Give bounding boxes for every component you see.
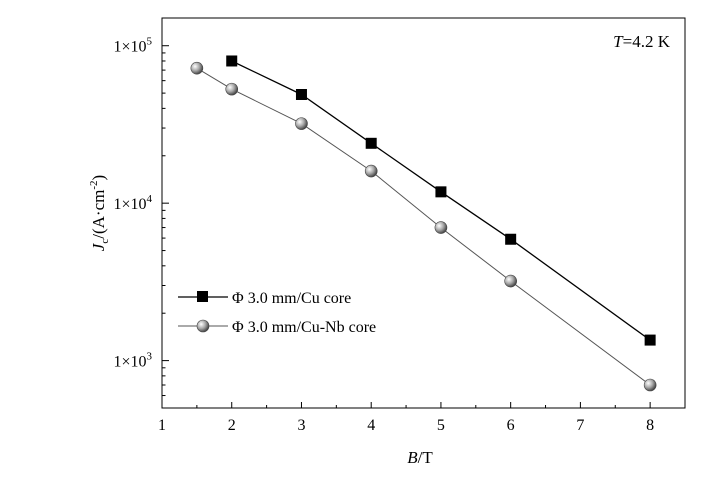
x-tick-label: 4 — [367, 417, 375, 434]
data-point — [644, 334, 656, 346]
data-point — [365, 137, 377, 149]
x-tick-label: 7 — [576, 417, 584, 434]
plot-frame — [161, 17, 686, 409]
legend-entry-cu-core: Φ 3.0 mm/Cu core — [178, 290, 351, 307]
data-point — [643, 378, 657, 392]
x-tick-label: 6 — [507, 417, 515, 434]
x-tick-label: 1 — [158, 417, 166, 434]
legend-entry-cu-nb-core: Φ 3.0 mm/Cu-Nb core — [178, 319, 376, 336]
series-2 — [190, 61, 657, 392]
series-line — [196, 67, 651, 386]
legend-marker-cu-nb-core — [196, 319, 210, 333]
data-point — [504, 274, 517, 288]
x-tick-label: 3 — [297, 417, 305, 434]
temperature-annotation: T=4.2 K — [613, 32, 671, 51]
legend-label-cu-nb-core: Φ 3.0 mm/Cu-Nb core — [232, 319, 376, 336]
data-point — [435, 186, 447, 198]
series-line — [231, 60, 651, 341]
y-tick-label: 1×103 — [113, 351, 152, 371]
x-tick-label: 2 — [228, 417, 236, 434]
series-layer — [190, 55, 657, 392]
y-tick-label: 1×104 — [113, 193, 152, 213]
y-tick-label: 1×105 — [113, 36, 152, 56]
data-point — [295, 88, 307, 100]
data-point — [364, 164, 378, 178]
x-axis: 1 2 3 4 5 6 7 8 — [158, 402, 654, 434]
series-1 — [226, 55, 656, 346]
data-point — [505, 233, 517, 245]
legend-marker-cu-core — [197, 291, 208, 302]
x-axis-label: B/T — [407, 448, 433, 467]
x-tick-label: 5 — [437, 417, 445, 434]
legend-label-cu-core: Φ 3.0 mm/Cu core — [232, 290, 351, 307]
x-tick-label: 8 — [646, 417, 654, 434]
data-point — [225, 82, 239, 96]
data-point — [434, 221, 448, 234]
legend: Φ 3.0 mm/Cu core Φ 3.0 mm/Cu-Nb core — [178, 290, 376, 336]
y-axis: 1×103 1×104 1×105 — [113, 36, 169, 409]
data-point — [226, 55, 238, 67]
data-point — [190, 61, 204, 75]
data-point — [295, 117, 308, 130]
y-axis-label: Jc/(A·cm-2) — [88, 175, 111, 251]
